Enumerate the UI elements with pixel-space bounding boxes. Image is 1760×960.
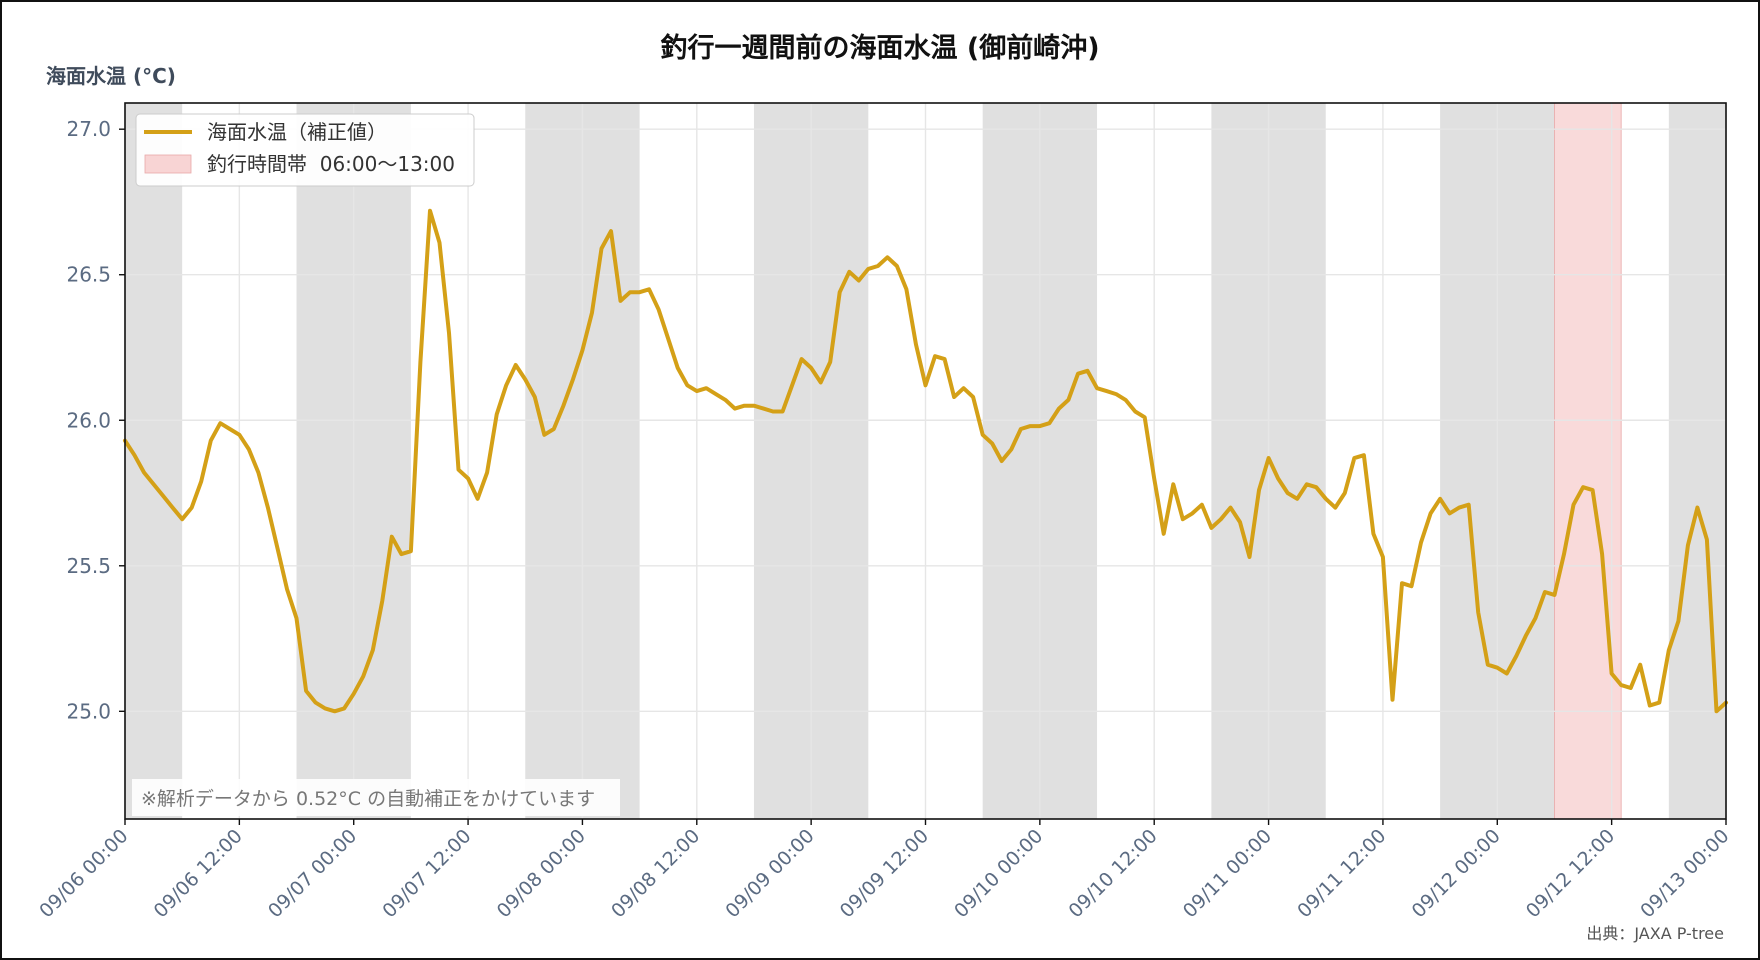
y-tick-label: 25.5 xyxy=(66,554,111,578)
y-axis-label: 海面水温 (°C) xyxy=(46,64,176,88)
source-credit: 出典：JAXA P-tree xyxy=(1586,924,1724,943)
x-tick-label: 09/06 12:00 xyxy=(150,825,247,922)
y-tick-label: 26.0 xyxy=(66,408,111,432)
legend-box xyxy=(135,113,475,187)
x-axis-ticks: 09/06 00:00 09/06 12:00 09/07 00:00 09/07 1… xyxy=(35,819,1734,922)
x-tick-label: 09/09 12:00 xyxy=(836,825,933,922)
x-tick-label: 09/12 00:00 xyxy=(1408,825,1505,922)
correction-note-text: ※解析データから 0.52°C の自動補正をかけています xyxy=(141,788,595,810)
x-tick-label: 09/11 12:00 xyxy=(1293,825,1390,922)
series-line-sea-temperature xyxy=(123,208,1728,714)
series-layer xyxy=(123,208,1728,714)
legend-line-label: 海面水温（補正値） xyxy=(207,120,387,144)
x-tick-label: 09/10 12:00 xyxy=(1064,825,1161,922)
x-tick-label: 09/11 00:00 xyxy=(1179,825,1276,922)
x-tick-label: 09/09 00:00 xyxy=(721,825,818,922)
x-tick-label: 09/10 00:00 xyxy=(950,825,1047,922)
fishing-time-band xyxy=(1554,102,1622,820)
legend-band-swatch xyxy=(144,154,192,174)
legend-band-label: 釣行時間帯 06:00〜13:00 xyxy=(207,152,455,176)
x-tick-label: 09/08 00:00 xyxy=(493,825,590,922)
note-background xyxy=(132,779,620,816)
correction-note: ※解析データから 0.52°C の自動補正をかけています xyxy=(132,779,620,816)
x-tick-label: 09/07 12:00 xyxy=(378,825,475,922)
y-tick-label: 26.5 xyxy=(66,263,111,287)
x-tick-label: 09/12 12:00 xyxy=(1522,825,1619,922)
x-tick-label: 09/06 00:00 xyxy=(35,825,132,922)
night-band xyxy=(125,103,183,819)
y-tick-label: 25.0 xyxy=(66,699,111,723)
x-tick-label: 09/13 00:00 xyxy=(1636,825,1733,922)
legend: 海面水温（補正値） 釣行時間帯 06:00〜13:00 xyxy=(135,113,475,187)
x-tick-label: 09/08 12:00 xyxy=(607,825,704,922)
y-axis-ticks: 25.0 25.5 26.0 26.5 27.0 xyxy=(66,117,125,723)
chart-title: 釣行一週間前の海面水温 (御前崎沖) xyxy=(660,32,1099,64)
x-tick-label: 09/07 00:00 xyxy=(264,825,361,922)
y-tick-label: 27.0 xyxy=(66,117,111,141)
